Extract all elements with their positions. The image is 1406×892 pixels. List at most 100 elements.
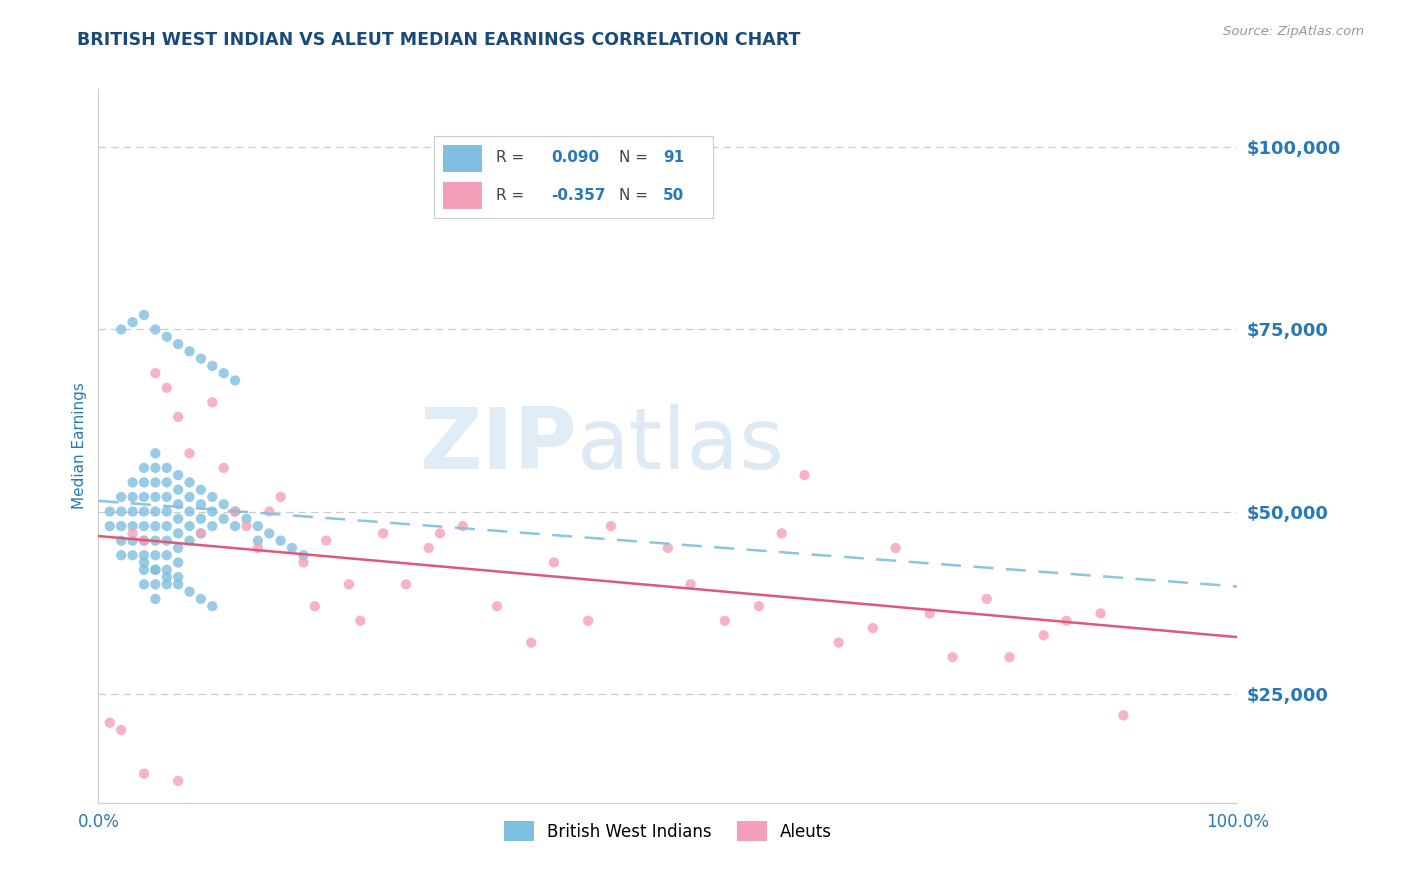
Point [201,504,224,518]
Point [145,563,167,577]
Point [998,650,1021,665]
Point [145,460,167,475]
Point [976,591,998,606]
Legend: British West Indians, Aleuts: British West Indians, Aleuts [498,814,838,848]
Point [224,374,246,388]
Point [212,460,235,475]
Point [132,766,155,780]
Point [145,548,167,562]
Point [270,490,292,504]
Point [418,541,440,555]
Point [145,490,167,504]
Point [110,490,132,504]
Point [156,519,179,533]
Point [576,614,599,628]
Point [246,533,269,548]
Point [145,446,167,460]
Point [884,541,907,555]
Point [179,446,201,460]
Point [156,504,179,518]
Point [145,533,167,548]
Point [371,526,394,541]
Point [212,497,235,511]
Point [862,621,884,635]
Point [121,490,143,504]
Point [304,599,326,614]
Point [132,533,155,548]
Point [132,519,155,533]
Point [132,475,155,490]
Point [190,591,212,606]
Point [167,497,190,511]
Point [98,504,121,518]
Point [156,570,179,584]
Point [201,599,224,614]
Text: BRITISH WEST INDIAN VS ALEUT MEDIAN EARNINGS CORRELATION CHART: BRITISH WEST INDIAN VS ALEUT MEDIAN EARN… [77,31,800,49]
Point [1090,607,1112,621]
Point [110,548,132,562]
Point [167,512,190,526]
Point [145,504,167,518]
Point [110,533,132,548]
Point [121,475,143,490]
Text: Source: ZipAtlas.com: Source: ZipAtlas.com [1223,25,1364,38]
Point [167,774,190,789]
Point [520,635,543,649]
Point [201,490,224,504]
Point [292,556,315,570]
Point [179,490,201,504]
Point [156,577,179,591]
Point [190,526,212,541]
Point [121,526,143,541]
Point [224,504,246,518]
Point [451,519,474,533]
Point [259,504,281,518]
Point [179,475,201,490]
Point [98,715,121,730]
Point [1054,614,1078,628]
Point [942,650,965,665]
Point [98,519,121,533]
Point [212,512,235,526]
Point [1112,708,1135,723]
Point [156,460,179,475]
Point [190,351,212,366]
Point [235,512,257,526]
Point [110,504,132,518]
Point [657,541,679,555]
Point [145,322,167,336]
Point [145,563,167,577]
Point [110,322,132,336]
Point [235,519,257,533]
Point [156,533,179,548]
Point [828,635,851,649]
Point [246,519,269,533]
Point [156,548,179,562]
Y-axis label: Median Earnings: Median Earnings [72,383,87,509]
Point [292,548,315,562]
Point [145,577,167,591]
Point [145,366,167,380]
Point [167,409,190,424]
Point [224,504,246,518]
Point [132,533,155,548]
Point [543,556,565,570]
Text: atlas: atlas [576,404,785,488]
Point [337,577,360,591]
Point [167,468,190,483]
Point [270,533,292,548]
Point [132,563,155,577]
Point [224,519,246,533]
Point [918,607,941,621]
Point [132,504,155,518]
Point [167,556,190,570]
Point [156,330,179,344]
Point [281,541,304,555]
Point [349,614,371,628]
Point [145,591,167,606]
Point [748,599,770,614]
Point [145,475,167,490]
Point [167,541,190,555]
Point [179,519,201,533]
Point [486,599,509,614]
